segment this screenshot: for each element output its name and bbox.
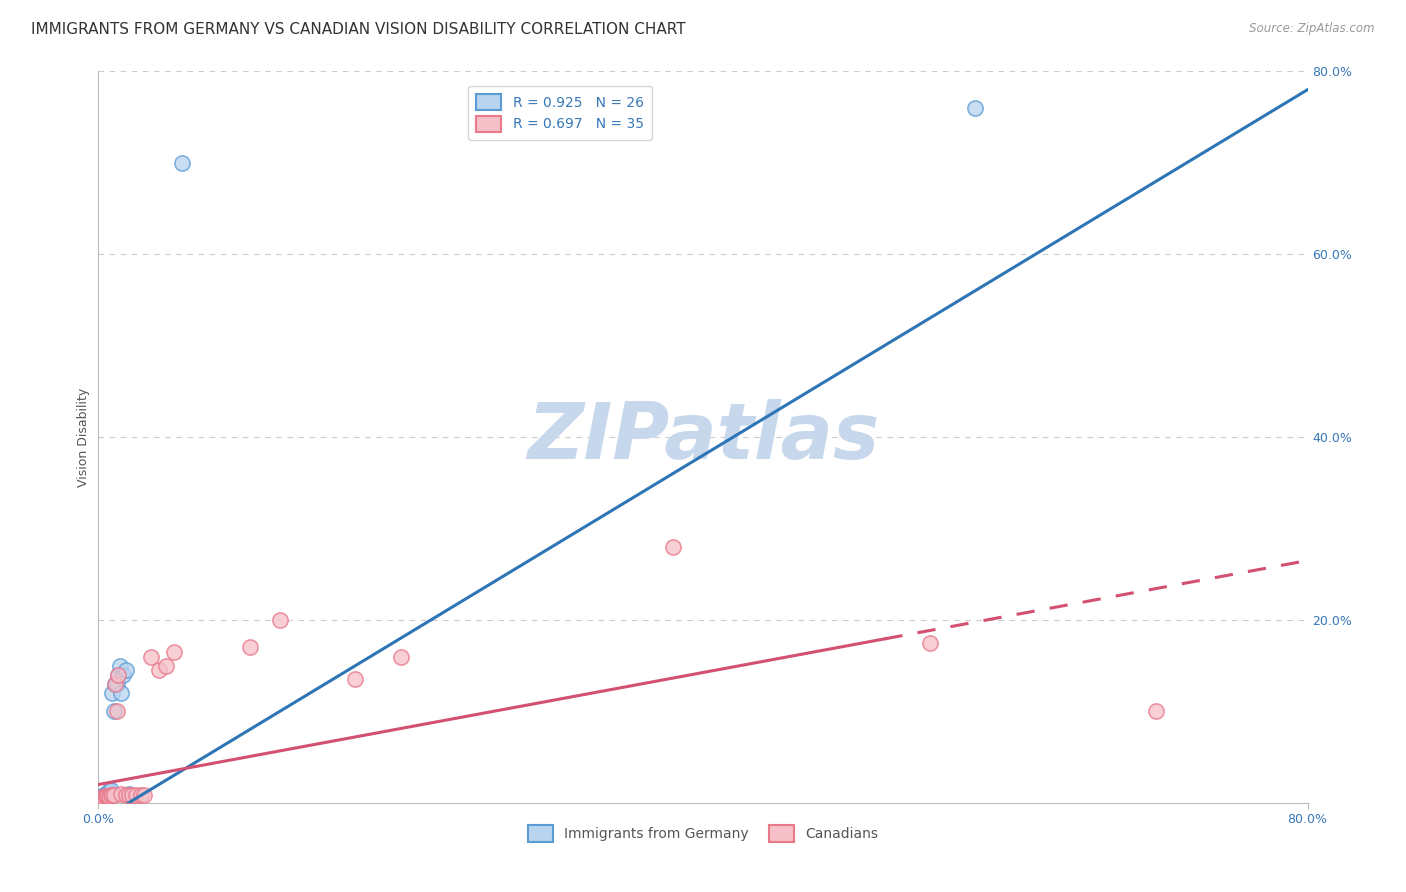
Point [101, 686, 124, 700]
Point [389, 649, 412, 664]
Point [93, 789, 115, 803]
Point [101, 789, 124, 803]
Point [90, 791, 112, 805]
Point [91, 790, 114, 805]
Point [96, 786, 118, 800]
Point [96, 789, 118, 804]
Point [103, 789, 125, 803]
Point [163, 645, 186, 659]
Legend: Immigrants from Germany, Canadians: Immigrants from Germany, Canadians [522, 820, 884, 847]
Point [100, 783, 122, 797]
Point [105, 677, 128, 691]
Y-axis label: Vision Disability: Vision Disability [77, 387, 90, 487]
Point [239, 640, 262, 655]
Point [91, 790, 114, 805]
Point [110, 787, 132, 801]
Point [89, 791, 111, 805]
Point [118, 788, 141, 802]
Point [108, 658, 131, 673]
Point [94, 790, 117, 805]
Point [129, 789, 152, 803]
Point [121, 789, 143, 803]
Point [89, 792, 111, 806]
Point [110, 686, 132, 700]
Point [661, 540, 683, 554]
Point [344, 673, 367, 687]
Point [114, 788, 136, 802]
Text: Source: ZipAtlas.com: Source: ZipAtlas.com [1250, 22, 1375, 36]
Point [98, 789, 121, 804]
Point [1144, 705, 1167, 719]
Point [118, 787, 141, 801]
Point [98, 790, 121, 805]
Point [155, 658, 177, 673]
Point [94, 788, 117, 802]
Point [90, 791, 112, 805]
Point [104, 677, 127, 691]
Point [94, 789, 117, 804]
Point [918, 636, 941, 650]
Point [91, 789, 114, 804]
Point [107, 667, 129, 681]
Text: IMMIGRANTS FROM GERMANY VS CANADIAN VISION DISABILITY CORRELATION CHART: IMMIGRANTS FROM GERMANY VS CANADIAN VISI… [31, 22, 686, 37]
Point [107, 667, 129, 681]
Text: ZIPatlas: ZIPatlas [527, 399, 879, 475]
Point [93, 789, 115, 804]
Point [93, 791, 115, 805]
Point [105, 705, 128, 719]
Point [90, 790, 112, 805]
Point [170, 156, 193, 170]
Point [103, 705, 125, 719]
Point [98, 784, 121, 798]
Point [132, 788, 155, 802]
Point [269, 613, 291, 627]
Point [98, 785, 121, 799]
Point [100, 789, 122, 803]
Point [90, 791, 112, 805]
Point [965, 101, 987, 115]
Point [148, 663, 170, 677]
Point [104, 677, 127, 691]
Point [141, 649, 163, 664]
Point [114, 663, 136, 677]
Point [111, 667, 134, 681]
Point [91, 790, 114, 805]
Point [96, 787, 118, 801]
Point [94, 789, 117, 803]
Point [125, 789, 148, 803]
